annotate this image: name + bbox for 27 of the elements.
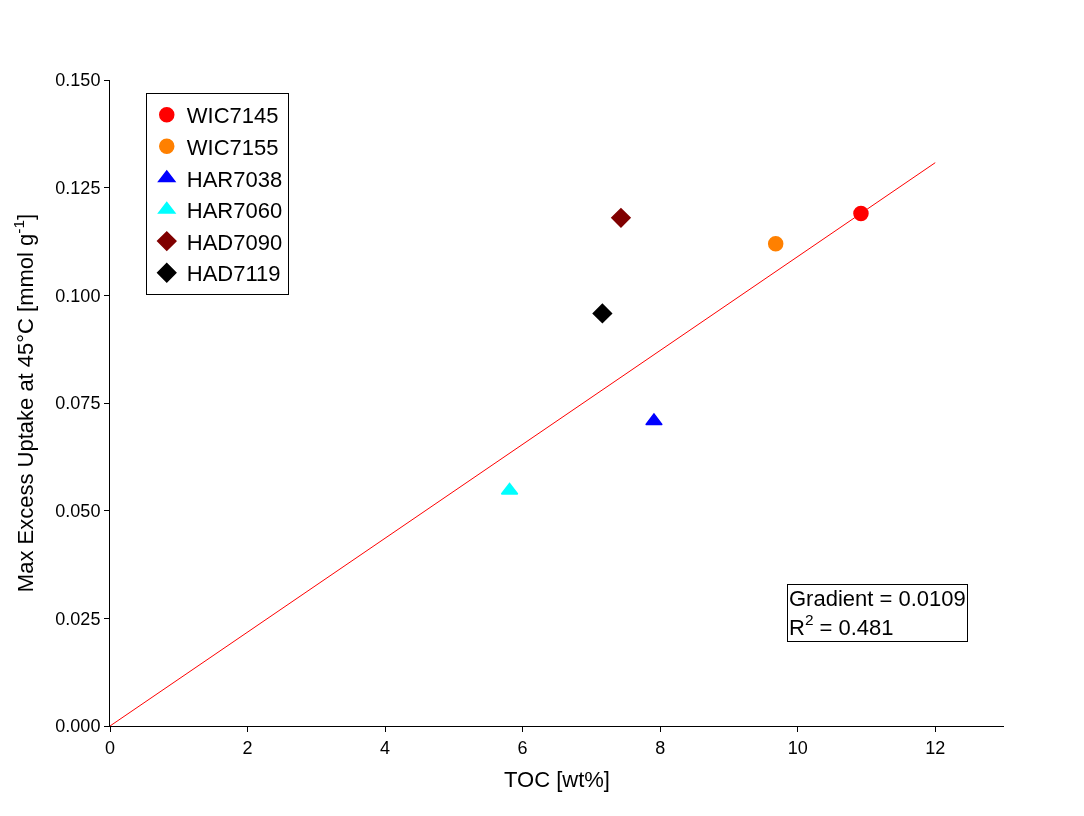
point [592, 303, 613, 324]
point [767, 235, 784, 252]
x-axis-title: TOC [wt%] [504, 767, 610, 793]
y-tick-label: 0.025 [55, 608, 101, 629]
y-tick-label: 0.150 [55, 70, 101, 91]
legend-label: WIC7155 [186, 134, 279, 160]
x-tick-label: 2 [242, 737, 253, 758]
point [611, 207, 631, 228]
y-tick-label: 0.050 [55, 500, 101, 521]
legend-label: HAR7060 [186, 198, 283, 224]
x-tick-label: 8 [655, 737, 666, 758]
y-tick-label: 0.100 [55, 285, 101, 306]
point [645, 413, 663, 426]
y-tick-label: 0.000 [55, 716, 101, 737]
legend-label: WIC7145 [186, 103, 279, 129]
annotation: Gradient = 0.0109 R$^{2}$ = 0.481 [789, 586, 966, 640]
legend-label: HAD7090 [186, 229, 283, 255]
legend-label: HAD7119 [186, 261, 281, 287]
y-tick-label: 0.125 [55, 177, 101, 198]
legend-label: HAR7038 [186, 166, 283, 192]
x-tick-label: 6 [517, 737, 528, 758]
x-tick-label: 12 [925, 737, 946, 758]
x-tick-label: 10 [787, 737, 808, 758]
point [853, 205, 869, 222]
x-tick-label: 4 [380, 737, 391, 758]
y-tick-label: 0.075 [55, 393, 101, 414]
x-tick-label: 0 [104, 737, 116, 758]
